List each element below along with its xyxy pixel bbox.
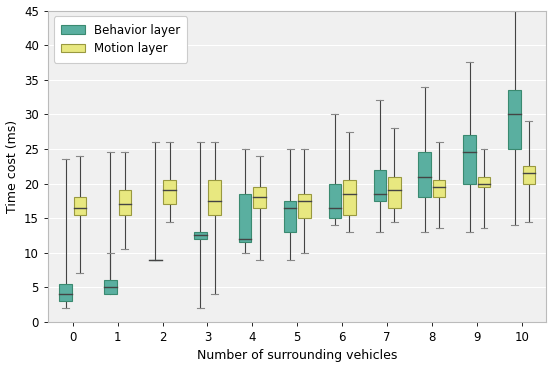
Bar [374, 170, 386, 201]
Bar [328, 184, 341, 218]
Bar [284, 201, 296, 232]
Bar [104, 280, 116, 294]
Bar [477, 177, 490, 187]
Bar [208, 180, 221, 215]
Bar [73, 197, 86, 215]
Bar [119, 190, 131, 215]
Bar [253, 187, 266, 208]
Bar [239, 194, 251, 242]
Bar [418, 152, 431, 197]
Bar [298, 194, 311, 218]
X-axis label: Number of surrounding vehicles: Number of surrounding vehicles [197, 350, 397, 362]
Bar [59, 284, 72, 301]
Bar [463, 135, 476, 184]
Bar [388, 177, 401, 208]
Bar [163, 180, 176, 204]
Bar [194, 232, 206, 239]
Legend: Behavior layer, Motion layer: Behavior layer, Motion layer [54, 17, 187, 63]
Y-axis label: Time cost (ms): Time cost (ms) [6, 120, 19, 213]
Bar [343, 180, 355, 215]
Bar [508, 90, 521, 149]
Bar [433, 180, 445, 197]
Bar [523, 166, 535, 184]
